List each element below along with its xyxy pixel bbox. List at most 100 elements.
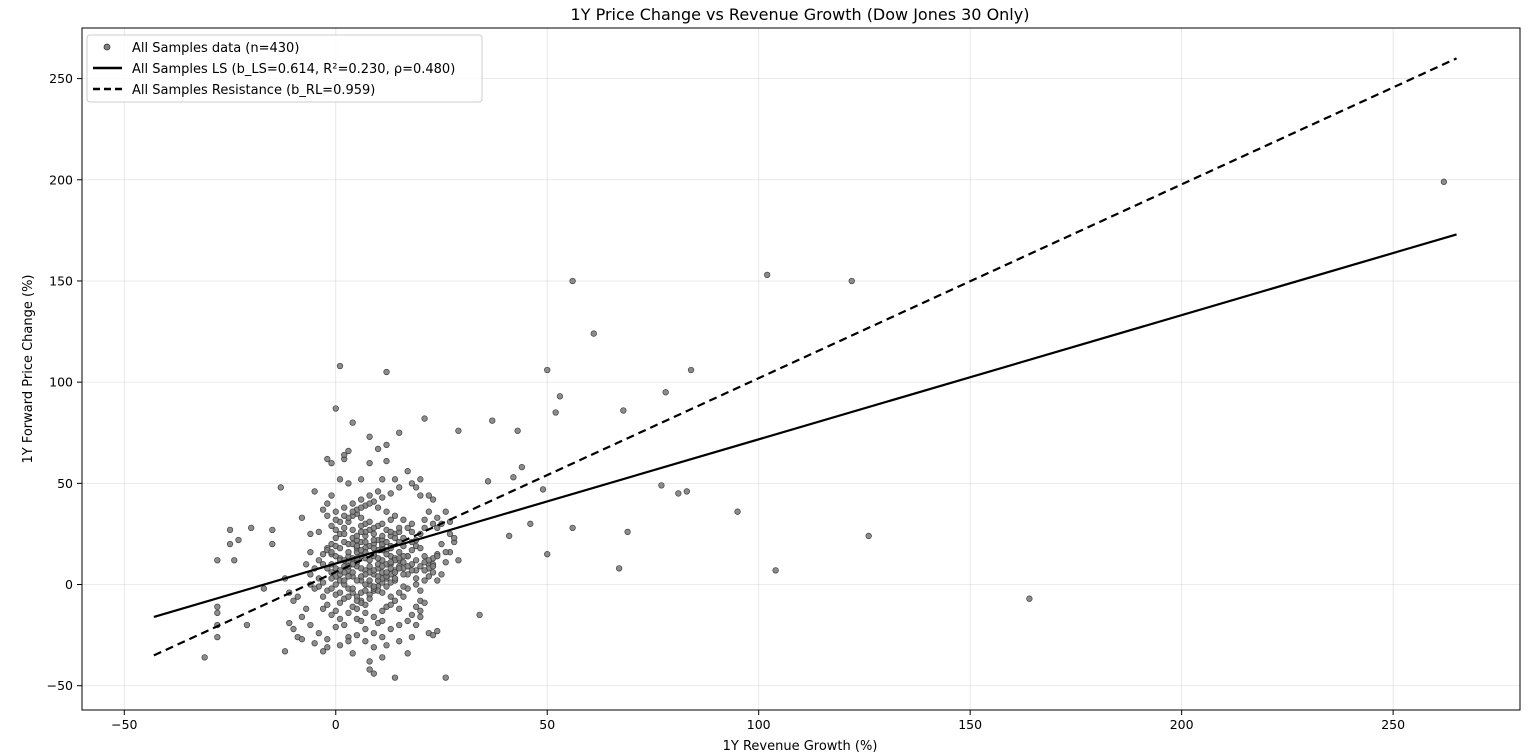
data-point bbox=[379, 607, 386, 614]
data-point bbox=[396, 524, 403, 532]
data-point bbox=[332, 526, 339, 534]
data-point bbox=[328, 575, 335, 582]
data-point bbox=[319, 506, 327, 513]
data-point bbox=[510, 474, 517, 481]
y-axis-ticks: −50 0 50 100 150 200 250 bbox=[47, 71, 82, 693]
data-point bbox=[231, 557, 238, 564]
data-point bbox=[362, 638, 369, 645]
data-point bbox=[451, 534, 458, 542]
data-point bbox=[370, 629, 377, 637]
data-point bbox=[544, 551, 551, 558]
data-point bbox=[332, 607, 339, 614]
data-point bbox=[307, 530, 314, 538]
data-point bbox=[455, 427, 462, 434]
data-point bbox=[379, 633, 386, 641]
data-point bbox=[683, 488, 690, 495]
grid-lines bbox=[82, 28, 1520, 710]
data-point bbox=[379, 617, 386, 625]
data-point bbox=[391, 674, 399, 681]
y-tick-label: 100 bbox=[49, 375, 73, 390]
data-point bbox=[421, 567, 428, 574]
y-tick-label: 150 bbox=[49, 273, 73, 288]
data-point bbox=[332, 553, 339, 560]
x-tick-label: 200 bbox=[1170, 717, 1194, 732]
x-tick-label: 250 bbox=[1381, 717, 1405, 732]
data-point bbox=[417, 607, 424, 614]
data-point bbox=[214, 603, 221, 610]
data-point bbox=[332, 623, 339, 631]
data-point bbox=[383, 457, 390, 465]
data-point bbox=[615, 565, 623, 572]
data-point bbox=[387, 516, 394, 523]
data-point bbox=[353, 542, 361, 550]
data-point bbox=[303, 605, 310, 612]
data-point bbox=[391, 597, 399, 604]
data-point bbox=[328, 548, 335, 556]
data-point bbox=[328, 459, 335, 467]
data-point bbox=[396, 621, 403, 629]
data-point bbox=[527, 520, 534, 527]
data-point bbox=[366, 459, 373, 467]
data-point bbox=[391, 534, 399, 542]
data-point bbox=[345, 593, 352, 600]
data-point bbox=[400, 559, 407, 566]
data-point bbox=[421, 516, 428, 523]
data-point bbox=[357, 514, 365, 521]
data-point bbox=[341, 577, 348, 584]
data-point bbox=[379, 476, 386, 483]
y-tick-label: −50 bbox=[47, 678, 73, 693]
data-point bbox=[506, 532, 513, 540]
data-point bbox=[687, 366, 695, 374]
data-point bbox=[417, 587, 424, 594]
data-point bbox=[311, 488, 318, 495]
data-point bbox=[421, 524, 428, 532]
data-point bbox=[396, 638, 403, 645]
data-point bbox=[408, 480, 416, 487]
data-point bbox=[624, 528, 631, 536]
data-point bbox=[349, 569, 356, 576]
data-point bbox=[332, 405, 339, 412]
data-point bbox=[396, 555, 403, 562]
data-point bbox=[362, 538, 369, 546]
data-point bbox=[319, 551, 327, 558]
data-point bbox=[383, 642, 390, 649]
data-point bbox=[269, 526, 276, 534]
data-point bbox=[201, 654, 208, 661]
data-point bbox=[324, 500, 331, 507]
data-point bbox=[357, 573, 365, 580]
data-point bbox=[772, 567, 779, 574]
data-point bbox=[332, 508, 339, 515]
data-point bbox=[387, 528, 394, 536]
data-point bbox=[438, 540, 445, 548]
data-point bbox=[400, 516, 407, 523]
data-point bbox=[421, 553, 428, 560]
data-point bbox=[412, 621, 420, 629]
data-point bbox=[357, 565, 365, 572]
data-point bbox=[387, 559, 394, 566]
data-point bbox=[366, 577, 373, 584]
data-point bbox=[544, 366, 551, 374]
data-point bbox=[319, 593, 327, 600]
legend: All Samples data (n=430) All Samples LS … bbox=[86, 34, 483, 103]
x-tick-label: 50 bbox=[539, 717, 555, 732]
data-point bbox=[391, 476, 399, 483]
data-point bbox=[226, 540, 234, 548]
data-point bbox=[374, 488, 382, 495]
data-point bbox=[370, 530, 377, 538]
data-point bbox=[269, 540, 276, 548]
data-point bbox=[298, 636, 306, 643]
data-point bbox=[214, 633, 221, 641]
data-point bbox=[379, 563, 386, 570]
data-point bbox=[281, 648, 289, 655]
data-point bbox=[345, 573, 352, 580]
data-point bbox=[349, 585, 356, 592]
x-tick-label: 150 bbox=[958, 717, 982, 732]
data-point bbox=[366, 658, 373, 665]
data-point bbox=[489, 417, 496, 424]
data-point bbox=[357, 496, 365, 503]
data-point bbox=[345, 548, 352, 556]
data-point bbox=[379, 532, 386, 540]
data-point bbox=[412, 581, 420, 588]
data-point bbox=[552, 409, 559, 416]
data-point bbox=[569, 277, 576, 285]
